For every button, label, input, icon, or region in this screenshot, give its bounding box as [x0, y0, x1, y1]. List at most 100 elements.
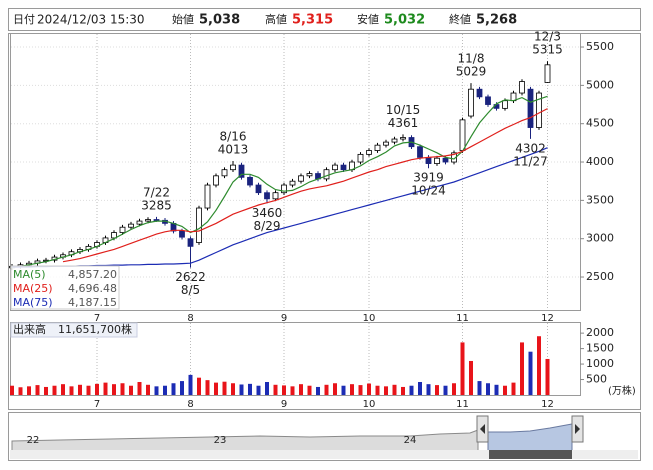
volume-bar — [205, 380, 210, 395]
candle-body — [255, 184, 262, 194]
close-label: 終値 — [449, 12, 471, 26]
volume-bar — [401, 386, 405, 395]
candle-body — [196, 207, 202, 243]
navigator-label: 24 — [404, 435, 417, 446]
x-tick-label: 11 — [456, 399, 469, 410]
volume-bar — [520, 342, 524, 395]
date-label: 日付 — [13, 13, 35, 26]
candle-body — [247, 176, 253, 186]
candle-body — [136, 220, 143, 225]
low-label: 安値 — [357, 12, 379, 26]
open-value: 5,038 — [199, 13, 240, 28]
high-label: 高値 — [265, 12, 287, 26]
candle-body — [230, 164, 236, 171]
volume-bar — [324, 384, 329, 395]
y-tick-label: 4500 — [586, 117, 614, 130]
volume-bar — [18, 387, 23, 395]
volume-bar — [503, 385, 507, 395]
annotation-value: 4361 — [388, 116, 419, 130]
annotation-date: 8/5 — [181, 283, 200, 297]
x-tick-label: 11 — [456, 313, 469, 324]
legend-value: 4,857.20 — [68, 268, 117, 281]
high-value: 5,315 — [292, 13, 333, 28]
volume-bar — [35, 385, 40, 395]
volume-bar — [443, 385, 448, 395]
candle-body — [187, 238, 194, 247]
candle-body — [204, 184, 211, 209]
candle-body — [340, 164, 347, 171]
volume-bar — [112, 384, 116, 395]
annotation-value: 3285 — [141, 198, 172, 212]
candle-body — [272, 192, 279, 200]
volume-bar — [10, 385, 14, 395]
x-tick-label: 12 — [541, 399, 554, 410]
y-tick-label: 1500 — [586, 342, 614, 355]
volume-label-box — [10, 322, 138, 338]
volume-bar — [307, 385, 312, 395]
volume-bar — [163, 385, 167, 395]
datetime: 2024/12/03 15:30 — [37, 13, 145, 27]
volume-bar — [214, 382, 218, 395]
volume-bar — [528, 351, 533, 395]
volume-bar — [44, 386, 48, 395]
volume-bar — [61, 384, 65, 395]
annotation-date: 10/24 — [411, 184, 446, 198]
candle-body — [417, 146, 423, 158]
volume-bar — [86, 385, 91, 395]
candle-body — [128, 223, 134, 228]
candle-body — [442, 157, 449, 163]
legend-name: MA(25) — [13, 282, 53, 295]
scrollbar-thumb[interactable] — [489, 450, 572, 459]
x-tick-label: 9 — [281, 399, 287, 410]
x-tick-label: 12 — [541, 313, 554, 324]
volume-bar — [265, 382, 269, 395]
legend-name: MA(5) — [13, 268, 46, 281]
volume-bar — [494, 384, 499, 395]
y-tick-label: 5000 — [586, 78, 614, 91]
volume-bar — [52, 385, 57, 395]
volume-bar — [120, 383, 125, 395]
y-tick-label: 2500 — [586, 270, 614, 283]
candle-body — [374, 144, 381, 151]
candle-body — [468, 88, 474, 117]
volume-bar — [477, 381, 482, 395]
volume-bar — [545, 358, 550, 395]
volume-bar — [384, 386, 388, 395]
price-plot — [10, 33, 581, 311]
x-tick-label: 9 — [281, 313, 287, 324]
volume-bar — [426, 384, 431, 395]
volume-bar — [341, 385, 346, 395]
y-tick-label: 3500 — [586, 193, 614, 206]
candle-body — [485, 96, 491, 105]
volume-bar — [273, 384, 278, 395]
volume-bar — [239, 384, 244, 395]
y-tick-label: 2000 — [586, 326, 614, 339]
volume-bar — [299, 384, 303, 395]
candle-body — [527, 88, 534, 128]
candle-body — [383, 141, 389, 146]
volume-bar — [180, 381, 184, 395]
ma-line — [62, 108, 548, 263]
annotation-value: 3919 — [413, 171, 444, 185]
x-tick-label: 10 — [363, 313, 376, 324]
low-value: 5,032 — [384, 13, 425, 28]
annotation-value: 5315 — [532, 43, 563, 57]
candle-body — [179, 230, 185, 238]
volume-bar — [511, 382, 516, 395]
volume-unit: (万株) — [608, 384, 636, 397]
candle-body — [502, 100, 508, 109]
navigator — [8, 412, 641, 461]
volume-bar — [188, 374, 193, 395]
annotation-value: 5029 — [456, 65, 487, 79]
annotation-date: 11/8 — [458, 52, 485, 66]
right-arrow — [575, 424, 580, 434]
candle-body — [391, 138, 398, 143]
candle-body — [111, 232, 117, 239]
close-value: 5,268 — [476, 13, 517, 28]
candle-body — [145, 219, 151, 222]
volume-bar — [154, 386, 159, 395]
candle-body — [289, 180, 296, 186]
y-tick-label: 3000 — [586, 232, 614, 245]
candle-body — [264, 192, 270, 200]
